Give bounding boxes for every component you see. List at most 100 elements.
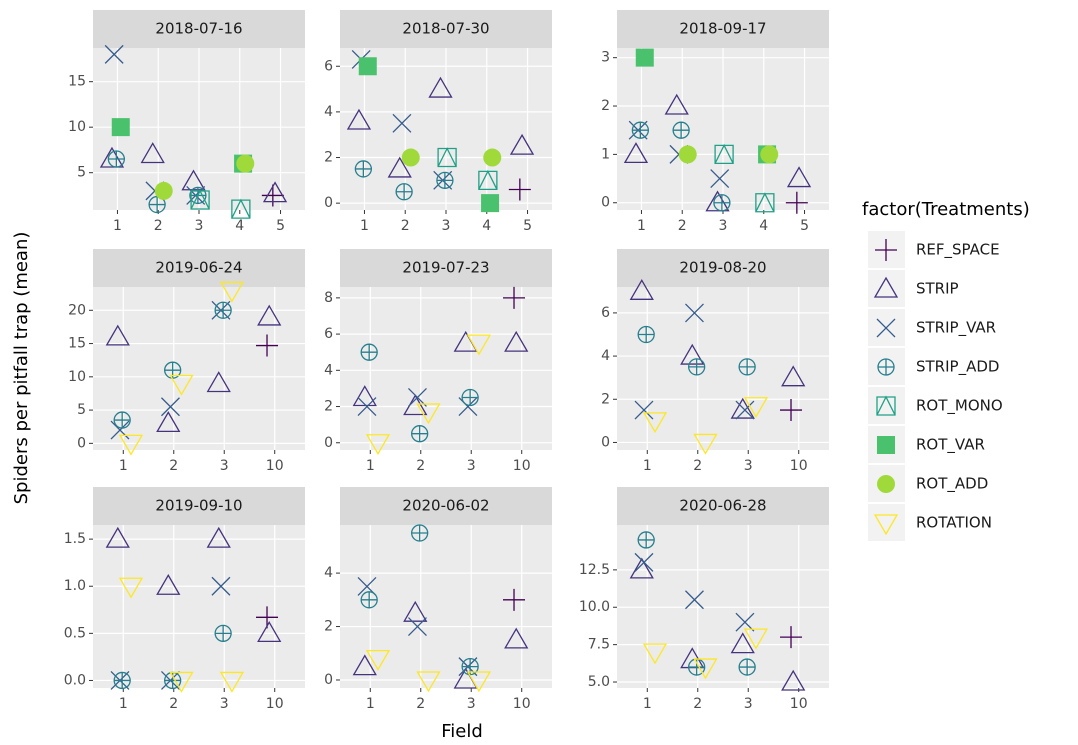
panel xyxy=(93,525,305,688)
x-tick-label: 5 xyxy=(800,218,809,234)
strip xyxy=(340,10,552,48)
point xyxy=(111,118,130,137)
point xyxy=(231,198,251,219)
y-tick-label: 6 xyxy=(324,326,333,342)
point xyxy=(735,612,755,632)
x-tick-label: 1 xyxy=(113,218,122,234)
x-tick-label: 10 xyxy=(790,458,808,474)
point xyxy=(401,148,420,167)
x-axis-label: Field xyxy=(441,721,483,742)
point xyxy=(664,93,689,115)
y-tick-label: 15 xyxy=(68,336,86,352)
y-axis-label: Spiders per pitfall trap (mean) xyxy=(11,232,32,505)
point xyxy=(631,121,650,139)
point xyxy=(710,169,730,189)
panel-title: 2019-06-24 xyxy=(155,259,242,277)
point xyxy=(360,343,378,361)
x-tick-label: 3 xyxy=(467,458,476,474)
point xyxy=(730,632,755,654)
point xyxy=(786,166,812,188)
point xyxy=(738,358,756,376)
legend-symbol xyxy=(877,475,895,493)
legend-symbol xyxy=(873,514,899,536)
x-tick-label: 10 xyxy=(513,696,531,712)
point xyxy=(403,600,428,622)
point xyxy=(416,403,441,425)
point xyxy=(181,169,206,191)
point xyxy=(629,557,654,579)
point xyxy=(504,627,529,649)
y-tick-label: 10 xyxy=(68,119,86,135)
point xyxy=(478,169,498,190)
x-tick-label: 3 xyxy=(220,458,229,474)
point xyxy=(352,385,377,407)
point xyxy=(148,195,166,214)
point xyxy=(760,145,779,164)
point xyxy=(693,433,718,455)
legend-key xyxy=(868,270,905,307)
legend-symbol xyxy=(877,436,895,454)
y-tick-label: 10.0 xyxy=(579,599,610,615)
point xyxy=(780,399,803,422)
x-tick-label: 2 xyxy=(693,696,702,712)
panel xyxy=(340,525,552,688)
point xyxy=(169,671,194,693)
x-tick-label: 5 xyxy=(276,218,285,234)
point xyxy=(483,148,502,167)
point xyxy=(107,150,126,168)
strip xyxy=(340,249,552,287)
y-tick-label: 0 xyxy=(324,435,333,451)
point xyxy=(214,301,232,319)
panel-title: 2019-08-20 xyxy=(679,259,766,277)
x-tick-label: 2 xyxy=(401,218,410,234)
point xyxy=(416,671,441,693)
y-tick-label: 4 xyxy=(324,104,333,120)
point xyxy=(508,178,531,201)
point xyxy=(411,524,429,542)
point xyxy=(365,649,391,671)
point xyxy=(685,590,704,610)
x-tick-label: 3 xyxy=(744,458,753,474)
point xyxy=(730,397,755,419)
panel-title: 2020-06-28 xyxy=(679,497,766,515)
y-tick-label: 12.5 xyxy=(579,562,610,578)
point xyxy=(105,526,130,548)
strip xyxy=(340,487,552,525)
y-tick-label: 0 xyxy=(324,672,333,688)
legend-label: STRIP_VAR xyxy=(916,319,996,338)
y-tick-label: 0 xyxy=(601,195,610,211)
y-tick-label: 6 xyxy=(324,58,333,74)
panel-title: 2018-07-30 xyxy=(402,20,489,38)
x-tick-label: 2 xyxy=(169,696,178,712)
point xyxy=(635,48,654,67)
panel-title: 2018-09-17 xyxy=(679,20,766,38)
x-tick-label: 2 xyxy=(678,218,687,234)
point xyxy=(110,420,130,440)
y-tick-label: 7.5 xyxy=(588,637,610,653)
y-tick-label: 20 xyxy=(68,302,86,318)
point xyxy=(352,654,377,676)
x-tick-label: 1 xyxy=(643,696,652,712)
legend-key xyxy=(868,504,905,541)
x-tick-label: 1 xyxy=(119,458,128,474)
y-tick-label: 0 xyxy=(601,434,610,450)
point xyxy=(140,142,165,164)
point xyxy=(169,374,194,396)
y-tick-label: 4 xyxy=(324,362,333,378)
point xyxy=(156,573,181,595)
panel-title: 2019-07-23 xyxy=(402,259,489,277)
point xyxy=(408,617,427,637)
point xyxy=(678,145,697,164)
y-tick-label: 2 xyxy=(324,150,333,166)
y-tick-label: 5 xyxy=(77,402,86,418)
point xyxy=(642,643,668,665)
point xyxy=(738,658,756,676)
legend-title: factor(Treatments) xyxy=(862,199,1030,220)
point xyxy=(358,57,377,76)
point xyxy=(743,628,769,650)
point xyxy=(466,334,492,356)
x-tick-label: 1 xyxy=(119,696,128,712)
panel-title: 2018-07-16 xyxy=(155,20,242,38)
point xyxy=(481,194,500,213)
